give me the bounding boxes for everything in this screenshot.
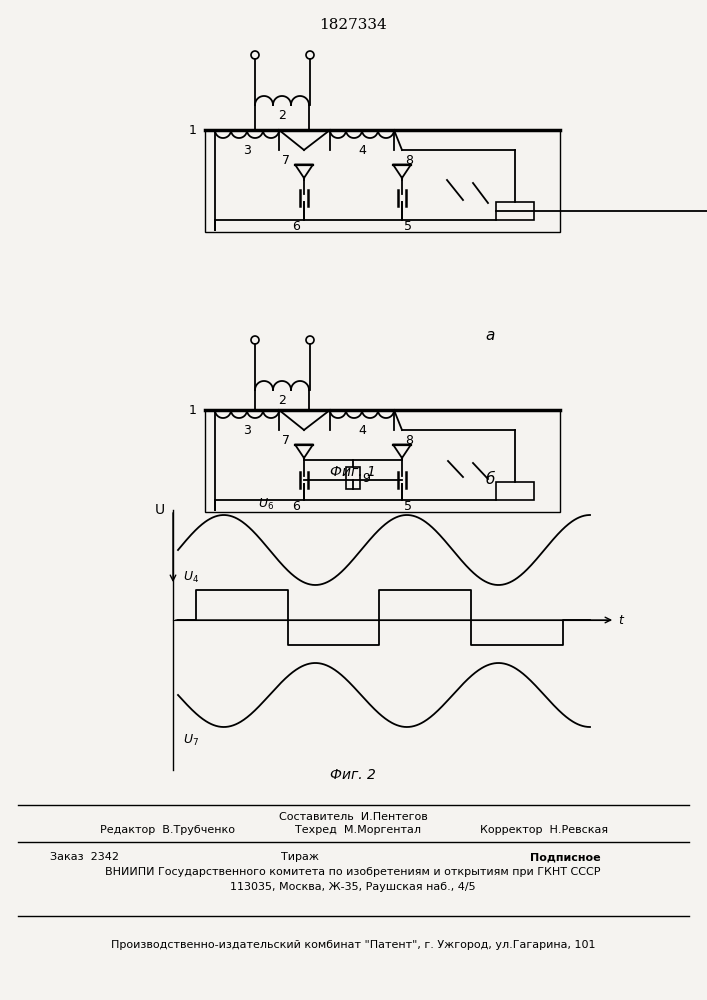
Text: ВНИИПИ Государственного комитета по изобретениям и открытиям при ГКНТ СССР: ВНИИПИ Государственного комитета по изоб… xyxy=(105,867,601,877)
Text: $U_6$: $U_6$ xyxy=(258,497,274,512)
Text: 8: 8 xyxy=(405,434,413,446)
Text: 8: 8 xyxy=(405,153,413,166)
Text: 6: 6 xyxy=(292,500,300,513)
Bar xyxy=(205,130,560,232)
Text: Составитель  И.Пентегов: Составитель И.Пентегов xyxy=(279,812,427,822)
Text: t: t xyxy=(618,613,623,626)
Text: 2: 2 xyxy=(278,109,286,122)
Text: Тираж: Тираж xyxy=(281,852,319,862)
Text: 5: 5 xyxy=(404,500,412,513)
Text: 1: 1 xyxy=(189,123,197,136)
Bar xyxy=(205,410,560,512)
Text: 5: 5 xyxy=(404,220,412,233)
Text: Техред  М.Моргентал: Техред М.Моргентал xyxy=(295,825,421,835)
Text: $U_7$: $U_7$ xyxy=(183,733,199,748)
Text: 3: 3 xyxy=(243,424,251,437)
Text: Редактор  В.Трубченко: Редактор В.Трубченко xyxy=(100,825,235,835)
Bar xyxy=(496,202,534,220)
Text: 2: 2 xyxy=(278,394,286,407)
Text: Фиг. 1: Фиг. 1 xyxy=(330,465,376,479)
Text: Производственно-издательский комбинат "Патент", г. Ужгород, ул.Гагарина, 101: Производственно-издательский комбинат "П… xyxy=(111,940,595,950)
Text: 3: 3 xyxy=(243,144,251,157)
Text: 113035, Москва, Ж-35, Раушская наб., 4/5: 113035, Москва, Ж-35, Раушская наб., 4/5 xyxy=(230,882,476,892)
Text: 4: 4 xyxy=(358,144,366,157)
Bar xyxy=(346,467,360,489)
Text: Подписное: Подписное xyxy=(530,852,601,862)
Text: Заказ  2342: Заказ 2342 xyxy=(50,852,119,862)
Text: U: U xyxy=(155,503,165,517)
Text: 1: 1 xyxy=(189,403,197,416)
Text: б: б xyxy=(485,473,495,488)
Text: $U_4$: $U_4$ xyxy=(183,570,199,585)
Text: 4: 4 xyxy=(358,424,366,437)
Text: 6: 6 xyxy=(292,220,300,233)
Text: Корректор  Н.Ревская: Корректор Н.Ревская xyxy=(480,825,608,835)
Text: 7: 7 xyxy=(282,434,290,446)
Text: 1827334: 1827334 xyxy=(319,18,387,32)
Text: Фиг. 2: Фиг. 2 xyxy=(330,768,376,782)
Bar xyxy=(496,482,534,500)
Text: 7: 7 xyxy=(282,153,290,166)
Text: а: а xyxy=(485,328,495,342)
Text: 9: 9 xyxy=(362,472,370,485)
